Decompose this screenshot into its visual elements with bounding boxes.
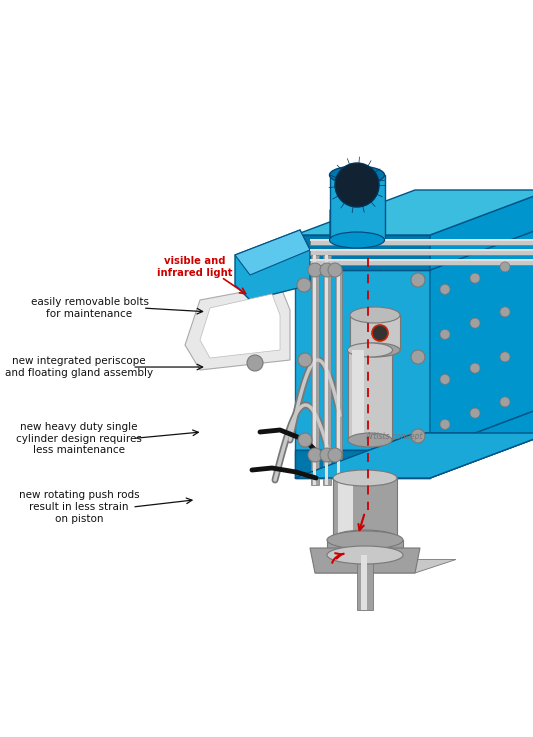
- Bar: [325, 255, 328, 485]
- Bar: [333, 478, 397, 538]
- Circle shape: [470, 318, 480, 328]
- Bar: [350, 315, 400, 350]
- Bar: [323, 255, 331, 485]
- Circle shape: [500, 307, 510, 317]
- Ellipse shape: [333, 470, 397, 486]
- Circle shape: [411, 273, 425, 287]
- Text: new heavy duty single
cylinder design requires
less maintenance: new heavy duty single cylinder design re…: [16, 422, 142, 455]
- Circle shape: [297, 278, 311, 292]
- Circle shape: [411, 350, 425, 364]
- Ellipse shape: [348, 343, 392, 357]
- Polygon shape: [310, 239, 533, 245]
- Circle shape: [470, 408, 480, 418]
- Polygon shape: [235, 230, 310, 275]
- Text: easily removable bolts
for maintenance: easily removable bolts for maintenance: [30, 297, 149, 319]
- Circle shape: [308, 263, 322, 277]
- Ellipse shape: [348, 433, 392, 447]
- Circle shape: [328, 263, 342, 277]
- Circle shape: [440, 284, 450, 294]
- Bar: [337, 270, 340, 480]
- Polygon shape: [295, 225, 533, 270]
- Polygon shape: [310, 259, 533, 265]
- Circle shape: [411, 429, 425, 443]
- Ellipse shape: [329, 232, 384, 248]
- Circle shape: [470, 363, 480, 373]
- Bar: [357, 555, 373, 610]
- Ellipse shape: [333, 530, 397, 546]
- Polygon shape: [310, 249, 533, 251]
- Polygon shape: [310, 239, 533, 241]
- Ellipse shape: [327, 531, 403, 549]
- Circle shape: [298, 353, 312, 367]
- Bar: [311, 255, 319, 485]
- Text: new integrated periscope
and floating gland assembly: new integrated periscope and floating gl…: [5, 356, 153, 378]
- Bar: [327, 540, 403, 555]
- Polygon shape: [430, 190, 533, 270]
- Circle shape: [500, 352, 510, 362]
- Polygon shape: [310, 249, 533, 255]
- Bar: [335, 270, 342, 480]
- Polygon shape: [310, 548, 420, 573]
- Ellipse shape: [327, 546, 403, 564]
- Circle shape: [328, 448, 342, 462]
- Ellipse shape: [350, 343, 400, 357]
- Circle shape: [320, 448, 334, 462]
- Bar: [338, 478, 353, 538]
- Polygon shape: [330, 175, 385, 240]
- Polygon shape: [295, 270, 430, 450]
- Polygon shape: [310, 259, 533, 261]
- Circle shape: [500, 397, 510, 407]
- Text: Artists concept: Artists concept: [366, 432, 423, 441]
- Text: new rotating push rods
result in less strain
on piston: new rotating push rods result in less st…: [19, 490, 139, 524]
- Bar: [361, 555, 367, 610]
- Circle shape: [298, 433, 312, 447]
- Circle shape: [308, 448, 322, 462]
- Polygon shape: [330, 195, 385, 240]
- Circle shape: [500, 262, 510, 272]
- Circle shape: [440, 329, 450, 339]
- Text: visible and
infrared light: visible and infrared light: [157, 256, 232, 278]
- Polygon shape: [430, 405, 533, 478]
- Circle shape: [440, 419, 450, 430]
- Circle shape: [440, 374, 450, 385]
- Polygon shape: [235, 230, 310, 300]
- Polygon shape: [295, 450, 430, 478]
- Bar: [313, 255, 316, 485]
- Polygon shape: [200, 294, 280, 358]
- Circle shape: [247, 355, 263, 371]
- Bar: [352, 350, 364, 440]
- Bar: [348, 350, 392, 440]
- Polygon shape: [185, 285, 290, 370]
- Circle shape: [320, 263, 334, 277]
- Polygon shape: [295, 433, 533, 478]
- Ellipse shape: [350, 307, 400, 323]
- Ellipse shape: [329, 166, 384, 184]
- Circle shape: [470, 273, 480, 283]
- Circle shape: [372, 325, 388, 341]
- Polygon shape: [430, 405, 533, 478]
- Polygon shape: [430, 225, 533, 450]
- Polygon shape: [295, 450, 430, 478]
- Polygon shape: [295, 235, 430, 270]
- Circle shape: [335, 163, 379, 207]
- Polygon shape: [295, 190, 533, 235]
- Polygon shape: [295, 433, 533, 478]
- Polygon shape: [315, 559, 456, 573]
